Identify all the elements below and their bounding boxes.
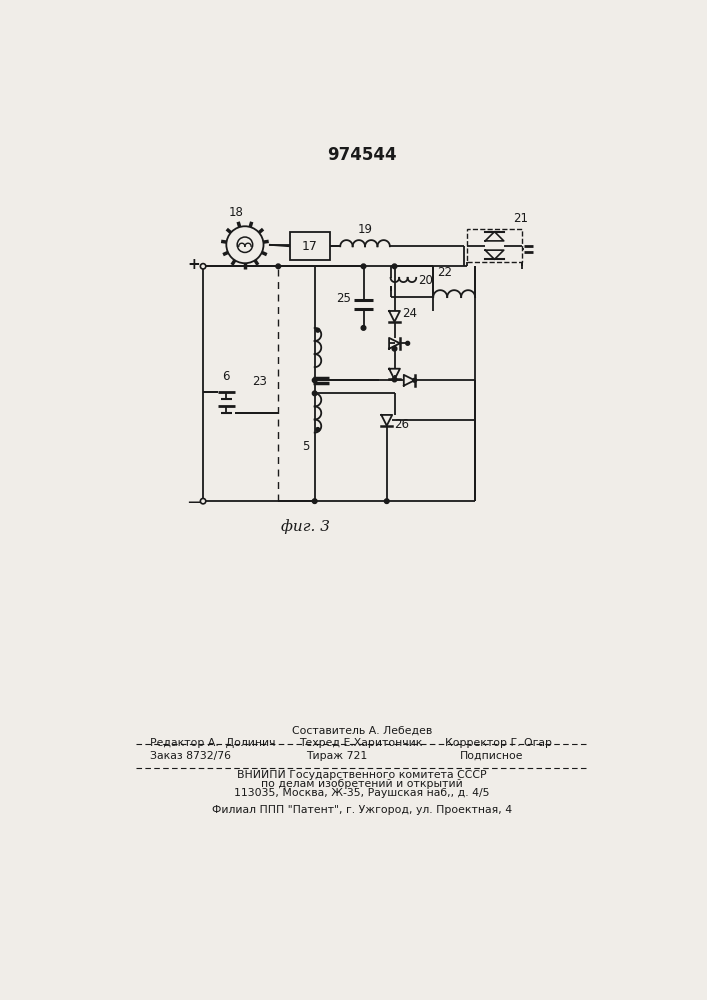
Circle shape: [392, 377, 397, 382]
Text: 23: 23: [252, 375, 267, 388]
Text: +: +: [187, 257, 200, 272]
Text: Техред Е.Харитончик: Техред Е.Харитончик: [299, 738, 423, 748]
Bar: [467, 229, 522, 262]
Text: −: −: [186, 494, 201, 512]
Text: 18: 18: [228, 206, 243, 219]
Text: 24: 24: [402, 307, 417, 320]
Bar: [290, 232, 330, 260]
Text: Подписное: Подписное: [460, 751, 523, 761]
Circle shape: [200, 498, 206, 504]
Text: 974544: 974544: [327, 146, 397, 164]
Text: Составитель А. Лебедев: Составитель А. Лебедев: [292, 726, 432, 736]
Circle shape: [385, 499, 389, 503]
Text: фиг. 3: фиг. 3: [281, 519, 330, 534]
Text: 19: 19: [358, 223, 373, 236]
Circle shape: [361, 326, 366, 330]
Circle shape: [316, 428, 320, 431]
Text: 17: 17: [302, 240, 318, 253]
Circle shape: [406, 341, 409, 345]
Text: 21: 21: [513, 212, 528, 225]
Circle shape: [316, 328, 320, 332]
Circle shape: [276, 264, 281, 269]
Text: ВНИИПИ Государственного комитета СССР: ВНИИПИ Государственного комитета СССР: [237, 770, 486, 780]
Text: Тираж 721: Тираж 721: [305, 751, 367, 761]
Text: Филиал ППП "Патент", г. Ужгород, ул. Проектная, 4: Филиал ППП "Патент", г. Ужгород, ул. Про…: [212, 805, 512, 815]
Text: Редактор А.  Долинич: Редактор А. Долинич: [151, 738, 276, 748]
Text: 20: 20: [419, 274, 433, 287]
Text: 26: 26: [394, 418, 409, 431]
Circle shape: [312, 378, 317, 383]
Text: 25: 25: [337, 292, 351, 305]
Circle shape: [312, 391, 317, 396]
Text: по делам изобретений и открытий: по делам изобретений и открытий: [261, 779, 463, 789]
Circle shape: [200, 264, 206, 269]
Text: 22: 22: [438, 266, 452, 279]
Circle shape: [392, 346, 397, 351]
Circle shape: [312, 499, 317, 503]
Text: 5: 5: [302, 440, 309, 453]
Text: 113035, Москва, Ж-35, Раушская наб,, д. 4/5: 113035, Москва, Ж-35, Раушская наб,, д. …: [234, 788, 490, 798]
Text: 6: 6: [223, 370, 230, 383]
Circle shape: [361, 264, 366, 269]
Circle shape: [392, 264, 397, 269]
Text: Заказ 8732/76: Заказ 8732/76: [151, 751, 231, 761]
Circle shape: [413, 378, 416, 382]
Text: Корректор Г. Огар: Корректор Г. Огар: [445, 738, 552, 748]
